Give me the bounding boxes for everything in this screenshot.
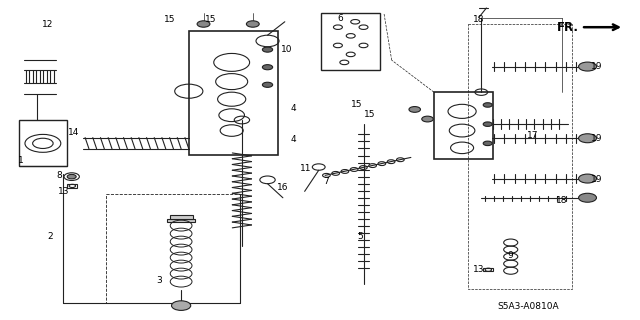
Text: 8: 8 [56, 171, 61, 180]
Text: 15: 15 [205, 15, 217, 24]
Circle shape [483, 103, 492, 107]
Bar [19, 120, 67, 166]
Text: 17: 17 [527, 131, 538, 140]
Text: 6: 6 [338, 14, 343, 23]
Bar [170, 215, 193, 219]
Text: 15: 15 [164, 15, 175, 24]
Bar [106, 194, 240, 303]
Text: 11: 11 [300, 164, 312, 173]
Text: 3: 3 [156, 276, 161, 285]
Text: 18: 18 [556, 196, 568, 205]
Text: 9: 9 [508, 251, 513, 260]
Circle shape [422, 116, 433, 122]
Text: 10: 10 [281, 45, 292, 54]
Circle shape [246, 21, 259, 27]
Text: 16: 16 [277, 183, 289, 192]
Text: 4: 4 [291, 135, 296, 144]
Circle shape [579, 62, 596, 71]
Text: 15: 15 [351, 100, 363, 108]
Circle shape [483, 122, 492, 126]
Circle shape [409, 107, 420, 112]
Bar [167, 219, 195, 222]
Bar [189, 31, 278, 155]
Text: 13: 13 [58, 187, 70, 196]
Text: 15: 15 [364, 110, 376, 119]
Circle shape [579, 174, 596, 183]
Bar [321, 13, 380, 70]
Text: FR.: FR. [557, 21, 579, 34]
Circle shape [67, 174, 76, 179]
Circle shape [579, 134, 596, 143]
Text: S5A3-A0810A: S5A3-A0810A [497, 302, 559, 311]
Text: 7: 7 [324, 177, 329, 186]
Circle shape [262, 47, 273, 52]
Circle shape [579, 193, 596, 202]
Bar [483, 268, 493, 271]
Circle shape [262, 82, 273, 87]
Text: 12: 12 [42, 20, 54, 28]
Text: 1: 1 [18, 156, 23, 164]
Bar [468, 24, 572, 289]
Text: 14: 14 [68, 128, 79, 137]
Circle shape [197, 21, 210, 27]
Text: 13: 13 [473, 265, 484, 274]
Text: 18: 18 [473, 15, 484, 24]
Text: 4: 4 [291, 104, 296, 113]
Bar [434, 92, 493, 159]
Text: 19: 19 [591, 134, 602, 143]
Text: 19: 19 [591, 62, 602, 71]
Circle shape [262, 65, 273, 70]
Text: 5: 5 [357, 232, 362, 241]
Text: 2: 2 [47, 232, 52, 241]
Text: 19: 19 [591, 175, 602, 184]
Circle shape [172, 301, 191, 310]
Circle shape [483, 141, 492, 146]
Bar [67, 184, 77, 188]
